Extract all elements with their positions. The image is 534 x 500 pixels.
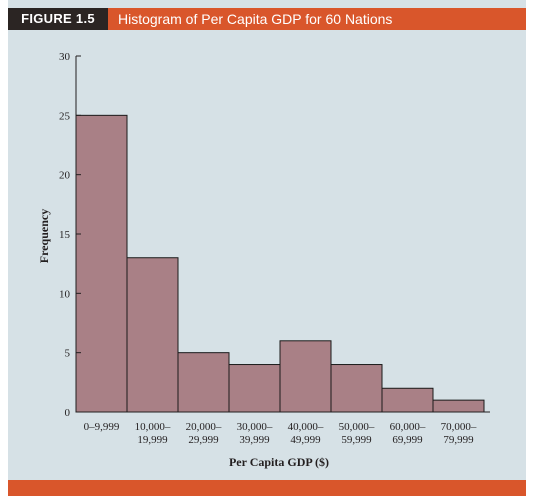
histogram-bar <box>381 387 434 413</box>
y-tick-label: 15 <box>59 229 71 241</box>
y-tick-label: 25 <box>59 110 71 122</box>
x-tick-label: 39,999 <box>239 434 270 446</box>
histogram-bar <box>432 399 485 413</box>
histogram-bar <box>228 364 281 413</box>
bars-group <box>75 114 485 413</box>
histogram-bar <box>330 364 383 413</box>
histogram-bar <box>126 257 179 413</box>
y-tick-label: 0 <box>65 407 71 419</box>
x-tick-label: 40,000– <box>288 421 324 433</box>
x-tick-label: 30,000– <box>237 421 273 433</box>
x-tick-label: 60,000– <box>390 421 426 433</box>
x-tick-label: 69,999 <box>392 434 423 446</box>
x-tick-label: 59,999 <box>341 434 372 446</box>
y-axis-title: Frequency <box>37 209 51 263</box>
y-tick-label: 30 <box>59 51 71 63</box>
x-tick-label: 0–9,999 <box>84 421 120 433</box>
y-tick-label: 5 <box>65 348 71 360</box>
y-tick-label: 10 <box>59 288 71 300</box>
x-tick-label: 79,999 <box>443 434 474 446</box>
x-tick-label: 49,999 <box>290 434 321 446</box>
figure-header-bar <box>8 8 526 30</box>
figure-label: FIGURE 1.5 <box>8 8 108 30</box>
x-tick-label: 70,000– <box>441 421 477 433</box>
x-tick-label: 10,000– <box>135 421 171 433</box>
x-axis-title: Per Capita GDP ($) <box>229 455 329 469</box>
x-axis: 0–9,999 10,000–19,999 20,000–29,999 30,000–… <box>76 411 490 446</box>
histogram-bar <box>279 340 332 413</box>
x-tick-label: 29,999 <box>188 434 219 446</box>
histogram-bar <box>75 114 128 413</box>
histogram-bar <box>177 352 230 413</box>
y-tick-label: 20 <box>59 170 71 182</box>
x-tick-label: 20,000– <box>186 421 222 433</box>
x-tick-label: 19,999 <box>137 434 168 446</box>
x-tick-label: 50,000– <box>339 421 375 433</box>
figure-title: Histogram of Per Capita GDP for 60 Natio… <box>118 11 393 27</box>
figure-footer-bar <box>8 480 526 496</box>
